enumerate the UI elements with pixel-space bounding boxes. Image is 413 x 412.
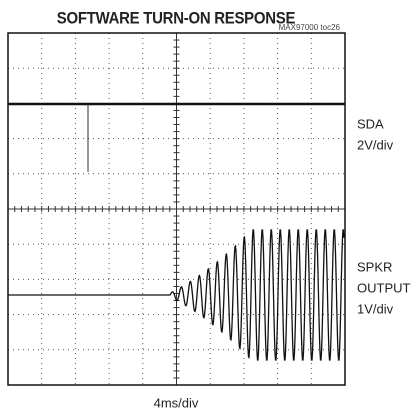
channel-name: SPKR	[357, 259, 392, 274]
channel-name: OUTPUT	[357, 280, 411, 295]
part-note: MAX97000 toc26	[279, 23, 341, 32]
graticule	[7, 32, 346, 386]
channel-scale: 1V/div	[357, 301, 394, 316]
title: SOFTWARE TURN-ON RESPONSE	[57, 10, 296, 28]
timebase: 4ms/div	[154, 395, 199, 410]
channel-labels: SDA 2V/div SPKR OUTPUT 1V/div	[357, 116, 411, 316]
channel-scale: 2V/div	[357, 137, 394, 152]
spkr-trace	[8, 229, 345, 361]
screen-border	[7, 32, 346, 386]
channel-name: SDA	[357, 116, 384, 131]
